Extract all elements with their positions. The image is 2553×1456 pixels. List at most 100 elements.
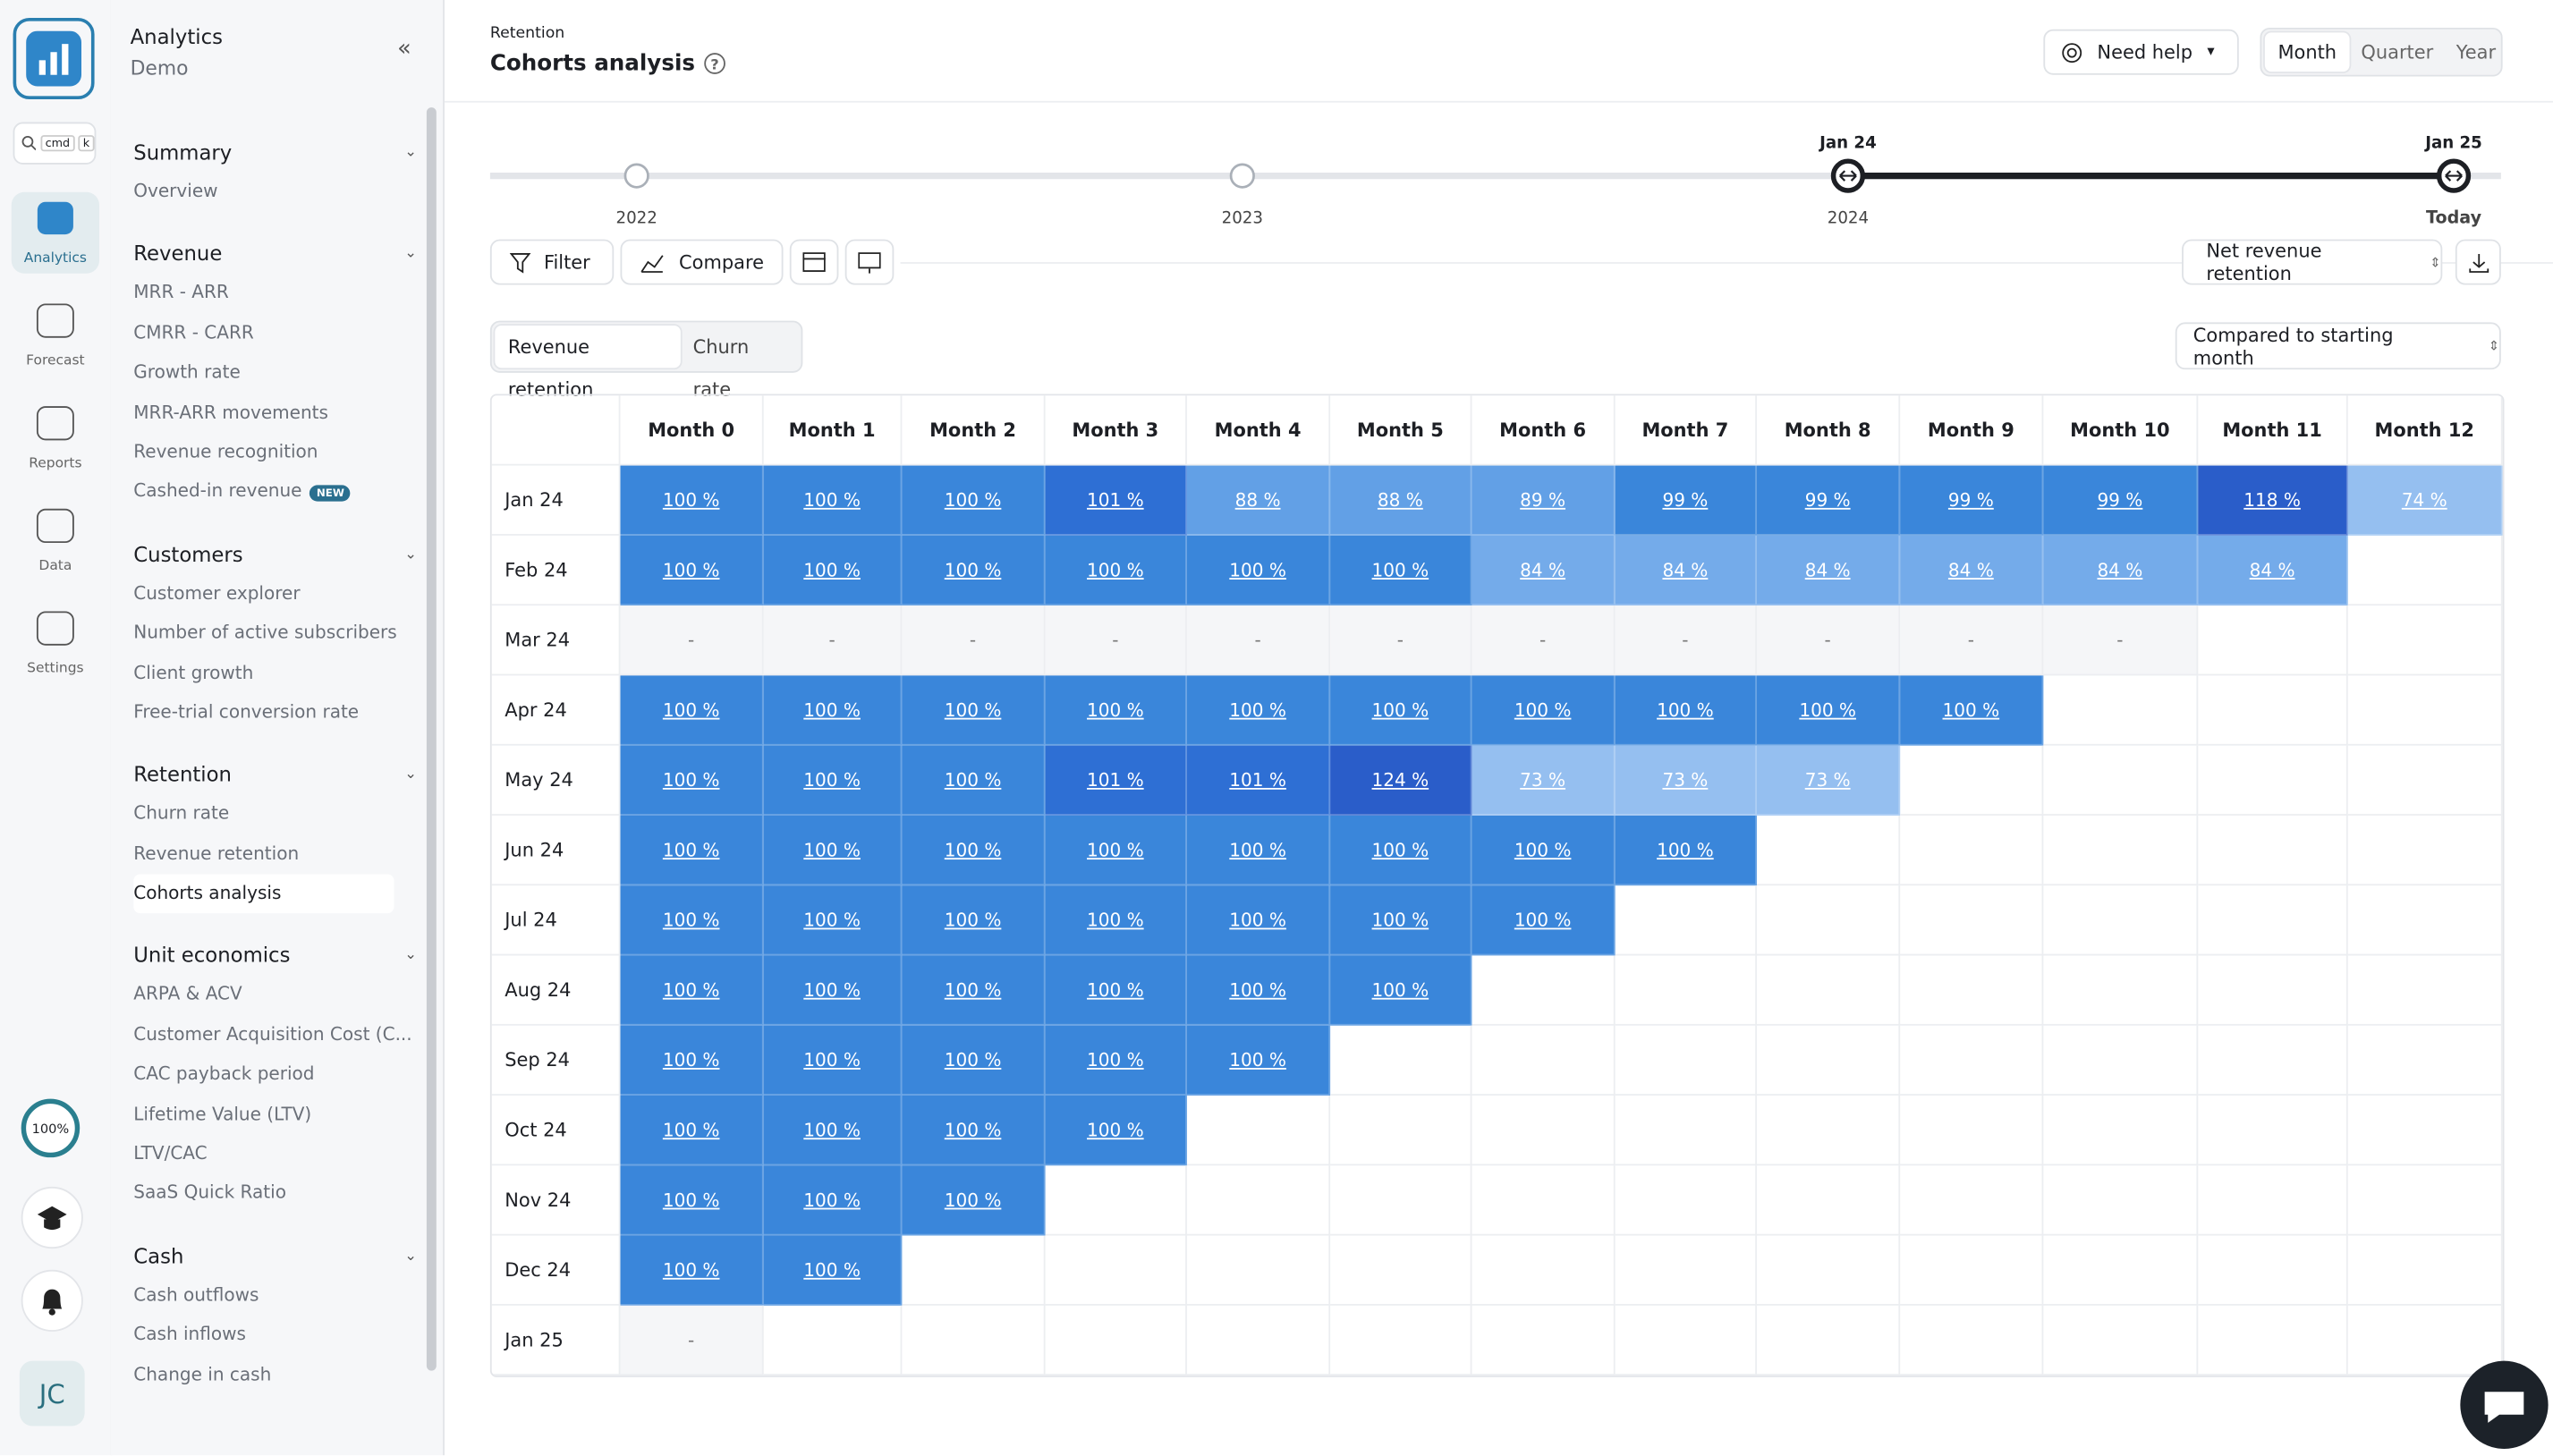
rail-item[interactable]: Analytics [11,191,100,274]
section-header[interactable]: Summary ⌄ [133,133,427,173]
nav-item[interactable]: Change in cash [133,1355,427,1394]
cohort-cell[interactable]: 100 % [763,1235,903,1306]
help-icon[interactable]: ? [703,52,725,74]
present-button[interactable] [844,239,895,285]
cohort-cell[interactable]: 100 % [620,955,764,1026]
cohort-cell[interactable]: 84 % [1615,535,1757,606]
timeline-node[interactable] [1229,163,1255,189]
comparison-select[interactable]: Compared to starting month ⇕ [2175,322,2501,370]
cohort-cell[interactable]: 74 % [2347,465,2503,536]
download-button[interactable] [2455,239,2501,285]
cohort-cell[interactable]: 73 % [1472,745,1616,816]
scrollbar[interactable] [426,107,437,1371]
section-header[interactable]: Customers ⌄ [133,535,427,574]
period-option[interactable]: Quarter [2361,40,2434,63]
cohort-cell[interactable]: 100 % [763,885,903,956]
cohort-cell[interactable]: 100 % [1186,815,1331,886]
cohort-cell[interactable]: 99 % [1756,465,1901,536]
nav-item[interactable]: Cash inflows [133,1316,427,1355]
metric-select[interactable]: Net revenue retention ⇕ [2182,239,2443,285]
cohort-cell[interactable]: 100 % [902,745,1046,816]
cohort-cell[interactable]: 99 % [2043,465,2199,536]
cohort-cell[interactable]: 84 % [1900,535,2044,606]
cohort-cell[interactable]: 100 % [1472,815,1616,886]
progress[interactable]: 100% [21,1098,81,1158]
cohort-cell[interactable]: 100 % [1472,675,1616,746]
cohort-cell[interactable]: 100 % [1186,675,1331,746]
collapse-button[interactable]: « [397,36,411,63]
cohort-cell[interactable]: 100 % [1330,815,1472,886]
cohort-cell[interactable]: 99 % [1615,465,1757,536]
nav-item[interactable]: Customer Acquisition Cost (C... [133,1016,427,1055]
cohort-cell[interactable]: 99 % [1900,465,2044,536]
cohort-cell[interactable]: 100 % [1330,955,1472,1026]
cohort-cell[interactable]: 100 % [902,1165,1046,1236]
cohort-cell[interactable]: 84 % [1472,535,1616,606]
nav-item[interactable]: Churn rate [133,795,427,834]
cohort-cell[interactable]: 100 % [620,1165,764,1236]
rail-item[interactable]: Settings [12,602,99,683]
cohort-cell[interactable]: 100 % [1330,675,1472,746]
cohort-cell[interactable]: 100 % [620,745,764,816]
cohort-cell[interactable]: 100 % [1186,535,1331,606]
cohort-cell[interactable]: 100 % [902,955,1046,1026]
cohort-cell[interactable]: 73 % [1756,745,1901,816]
cohort-cell[interactable]: 100 % [1045,885,1187,956]
timeline-node[interactable] [623,163,649,189]
cohort-cell[interactable]: 100 % [1045,815,1187,886]
cohort-cell[interactable]: 100 % [763,1165,903,1236]
cohort-cell[interactable]: 88 % [1186,465,1331,536]
cohort-cell[interactable]: 100 % [902,465,1046,536]
nav-item[interactable]: MRR - ARR [133,275,427,314]
nav-item[interactable]: Lifetime Value (LTV) [133,1095,427,1134]
cohort-cell[interactable]: 100 % [620,885,764,956]
section-header[interactable]: Unit economics ⌄ [133,936,427,976]
cohort-cell[interactable]: 100 % [902,675,1046,746]
nav-item[interactable]: Cashed-in revenue NEW [133,472,427,512]
cohort-cell[interactable]: 100 % [620,675,764,746]
cohort-cell[interactable]: 100 % [763,535,903,606]
cohort-cell[interactable]: 124 % [1330,745,1472,816]
nav-item[interactable]: ARPA & ACV [133,976,427,1015]
cohort-cell[interactable]: 88 % [1330,465,1472,536]
cohort-cell[interactable]: 100 % [620,1025,764,1096]
cohort-cell[interactable]: 100 % [763,465,903,536]
cohort-cell[interactable]: 100 % [620,535,764,606]
cohort-cell[interactable]: 100 % [902,535,1046,606]
cohort-cell[interactable]: 101 % [1186,745,1331,816]
nav-item[interactable]: Customer explorer [133,574,427,614]
nav-item[interactable]: Overview [133,173,427,212]
section-header[interactable]: Retention ⌄ [133,756,427,795]
nav-item[interactable]: Number of active subscribers [133,614,427,653]
cohort-cell[interactable]: 100 % [1186,1025,1331,1096]
rail-item[interactable]: Reports [12,397,99,478]
cohort-cell[interactable]: 89 % [1472,465,1616,536]
cohort-cell[interactable]: 100 % [763,1025,903,1096]
cohort-cell[interactable]: 73 % [1615,745,1757,816]
cohort-cell[interactable]: 100 % [1045,675,1187,746]
need-help-button[interactable]: Need help ▾ [2043,29,2239,75]
notifications-button[interactable] [21,1269,83,1332]
cohort-cell[interactable]: 118 % [2198,465,2348,536]
period-option[interactable]: Year [2455,40,2497,63]
cohort-cell[interactable]: 100 % [1615,675,1757,746]
nav-item[interactable]: LTV/CAC [133,1135,427,1174]
cohort-cell[interactable]: 100 % [902,1025,1046,1096]
cohort-cell[interactable]: 100 % [902,885,1046,956]
cohort-cell[interactable]: 84 % [2043,535,2199,606]
cohort-cell[interactable]: 100 % [763,815,903,886]
cohort-cell[interactable]: 100 % [620,1235,764,1306]
compare-button[interactable]: Compare [620,239,784,285]
avatar[interactable]: JC [19,1360,85,1426]
rail-item[interactable]: Data [12,500,99,581]
cohort-cell[interactable]: 100 % [1330,885,1472,956]
cohort-cell[interactable]: 100 % [620,815,764,886]
cohort-cell[interactable]: 100 % [1045,1095,1187,1166]
cohort-cell[interactable]: 100 % [1186,885,1331,956]
cohort-cell[interactable]: 84 % [2198,535,2348,606]
period-option[interactable]: Month [2264,32,2350,72]
filter-button[interactable]: Filter [489,239,615,285]
nav-item[interactable]: CAC payback period [133,1055,427,1095]
cohort-cell[interactable]: 100 % [1186,955,1331,1026]
cohort-cell[interactable]: 100 % [763,745,903,816]
